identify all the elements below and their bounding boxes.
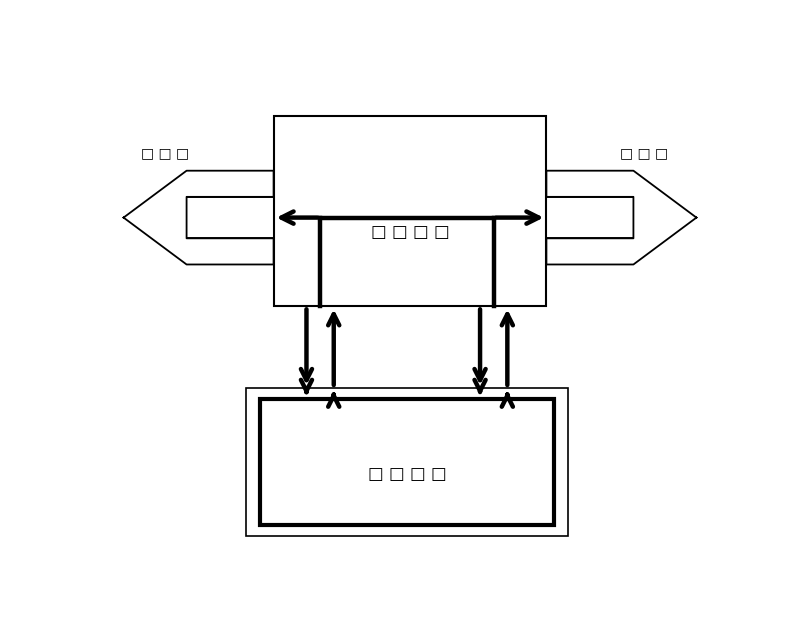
Text: □ □ □: □ □ □ [620,146,669,160]
Bar [246,388,568,536]
Text: □ □ □ □: □ □ □ □ [367,465,446,483]
Text: □ □ □ □: □ □ □ □ [370,224,450,242]
Bar [260,399,554,525]
Bar [274,117,546,306]
Text: □ □ □: □ □ □ [141,146,189,160]
